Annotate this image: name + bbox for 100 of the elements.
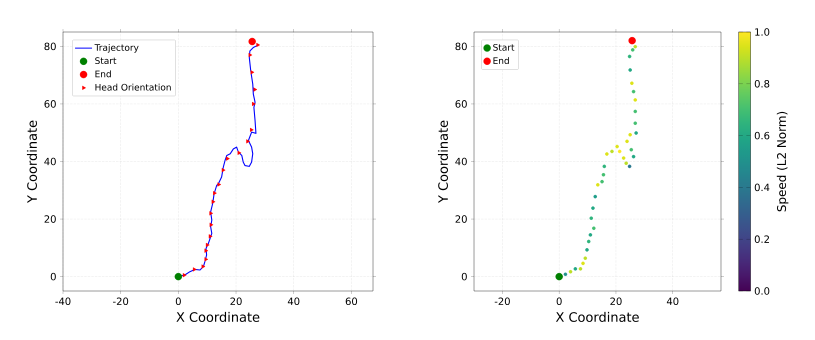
point (628, 68, 632, 72)
point (246, 139, 250, 144)
point (633, 110, 638, 114)
color-bar-label: 0.2 (754, 235, 769, 243)
x-tick-label: 0 (556, 298, 562, 306)
point (610, 150, 614, 154)
point (581, 262, 585, 266)
color-bar-label: 0.0 (754, 287, 770, 295)
point (625, 140, 629, 144)
point (628, 132, 632, 137)
legend-label: End (493, 57, 509, 64)
y-tick-label: 80 (44, 42, 56, 50)
point (206, 242, 210, 248)
y-tick-label: 0 (462, 272, 467, 280)
point (593, 194, 598, 198)
legend-label: Start (95, 57, 116, 64)
x-axis-title: X Coordinate (556, 312, 639, 322)
point (217, 182, 222, 187)
y-tick-label: 0 (50, 272, 56, 280)
x-tick-label: 20 (230, 298, 242, 306)
point (210, 222, 214, 227)
color-bar-label: 0.8 (754, 80, 770, 88)
x-axis-title: X Coordinate (176, 312, 260, 322)
color-bar-label: 0.6 (754, 132, 770, 140)
legend-label: End (95, 70, 111, 78)
point (632, 154, 636, 158)
color-bar-label: 1.0 (755, 28, 770, 36)
point (574, 267, 578, 271)
point (633, 44, 638, 48)
legend-label: Trajectory (94, 44, 139, 53)
point (592, 226, 596, 230)
point (204, 257, 208, 262)
point (602, 172, 606, 177)
point (226, 156, 230, 161)
point (600, 180, 604, 184)
point (622, 156, 626, 160)
point (212, 200, 216, 204)
y-tick-label: 20 (44, 215, 56, 223)
x-tick-label: 40 (666, 298, 678, 306)
point (252, 102, 256, 106)
point (586, 240, 590, 244)
legend-label: Start (493, 44, 514, 51)
point (568, 270, 572, 274)
point (632, 90, 636, 94)
point (585, 248, 589, 252)
point (250, 128, 254, 132)
x-tick-label: 0 (176, 298, 181, 306)
y-axis-title: Y Coordinate (26, 120, 37, 204)
point (256, 42, 260, 48)
color-bar-label: 0.4 (754, 184, 770, 192)
point (174, 272, 182, 280)
point (633, 98, 638, 102)
x-tick-label: -20 (494, 298, 510, 306)
point (588, 233, 592, 237)
x-tick-label: 40 (288, 298, 300, 306)
point (202, 264, 206, 269)
x-tick-label: 20 (610, 298, 622, 306)
point (555, 272, 563, 280)
point (209, 211, 214, 216)
point (629, 148, 634, 152)
point (208, 234, 212, 238)
point (248, 38, 256, 46)
point (605, 152, 609, 156)
y-tick-label: 60 (456, 100, 467, 108)
x-tick-label: 60 (346, 298, 358, 306)
point (589, 216, 594, 220)
point (583, 256, 588, 260)
y-tick-label: 20 (456, 215, 467, 223)
y-tick-label: 40 (455, 158, 467, 166)
point (250, 70, 254, 74)
point (591, 206, 595, 210)
x-tick-label: -40 (55, 298, 70, 306)
point (238, 150, 242, 155)
point (628, 164, 632, 168)
legend-label: Head Orientation (95, 84, 171, 91)
point (204, 248, 208, 253)
point (192, 267, 197, 272)
point (630, 48, 635, 52)
point (624, 161, 628, 166)
point (564, 272, 568, 276)
point (578, 267, 582, 271)
point (615, 144, 619, 148)
y-tick-label: 80 (455, 42, 467, 50)
point (630, 81, 634, 86)
y-tick-label: 60 (44, 100, 56, 108)
y-axis-title: Y Coordinate (438, 120, 448, 204)
point (182, 273, 187, 278)
point (628, 36, 636, 44)
point (222, 168, 226, 172)
point (628, 54, 632, 58)
color-bar-title: Speed (L2 Norm) (776, 112, 788, 212)
point (634, 131, 638, 135)
point (248, 52, 252, 58)
point (602, 164, 606, 168)
y-tick-label: 40 (44, 158, 56, 166)
point (596, 183, 600, 187)
point (213, 191, 217, 196)
point (253, 87, 258, 92)
x-tick-label: -20 (113, 298, 128, 306)
point (618, 150, 622, 154)
